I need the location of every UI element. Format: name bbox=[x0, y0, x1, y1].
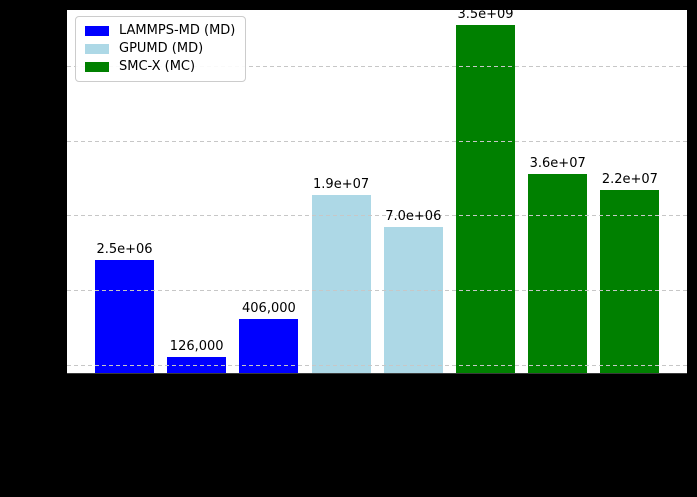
plot-area: 2.5e+06 126,000 406,000 1.9e+07 7.0e+06 3.5e+… bbox=[67, 7, 687, 374]
bar-2 bbox=[239, 319, 299, 373]
bar-4 bbox=[383, 227, 443, 373]
bar-value-label-7: 2.2e+07 bbox=[601, 171, 658, 187]
bar-value-label-4: 7.0e+06 bbox=[385, 209, 442, 224]
bar-1 bbox=[167, 357, 227, 373]
gridline-1e5 bbox=[67, 364, 687, 366]
legend-swatch-icon bbox=[85, 62, 109, 72]
bar-value-label-1: 126,000 bbox=[169, 339, 224, 355]
legend-label: GPUMD (MD) bbox=[119, 41, 204, 56]
gridline-1e6 bbox=[67, 290, 687, 292]
bar-value-label-5: 3.5e+09 bbox=[457, 7, 514, 23]
legend-swatch-icon bbox=[85, 44, 109, 54]
legend-item-0: LAMMPS-MD (MD) bbox=[85, 22, 235, 40]
gridline-1e8 bbox=[67, 140, 687, 142]
bar-value-label-0: 2.5e+06 bbox=[96, 242, 153, 258]
legend: LAMMPS-MD (MD) GPUMD (MD) SMC-X (MC) bbox=[75, 16, 247, 82]
legend-label: LAMMPS-MD (MD) bbox=[119, 23, 236, 38]
bar-5 bbox=[456, 25, 515, 373]
legend-item-2: SMC-X (MC) bbox=[85, 58, 235, 76]
bar-7 bbox=[600, 189, 660, 373]
bar-0 bbox=[95, 260, 154, 373]
legend-label: SMC-X (MC) bbox=[119, 59, 196, 74]
bar-value-label-3: 1.9e+07 bbox=[313, 176, 370, 192]
legend-item-1: GPUMD (MD) bbox=[85, 40, 235, 58]
bar-3 bbox=[311, 194, 371, 373]
bar-6 bbox=[528, 173, 588, 373]
legend-swatch-icon bbox=[85, 26, 109, 36]
bar-value-label-6: 3.6e+07 bbox=[529, 155, 586, 171]
bar-value-label-2: 406,000 bbox=[242, 301, 296, 317]
